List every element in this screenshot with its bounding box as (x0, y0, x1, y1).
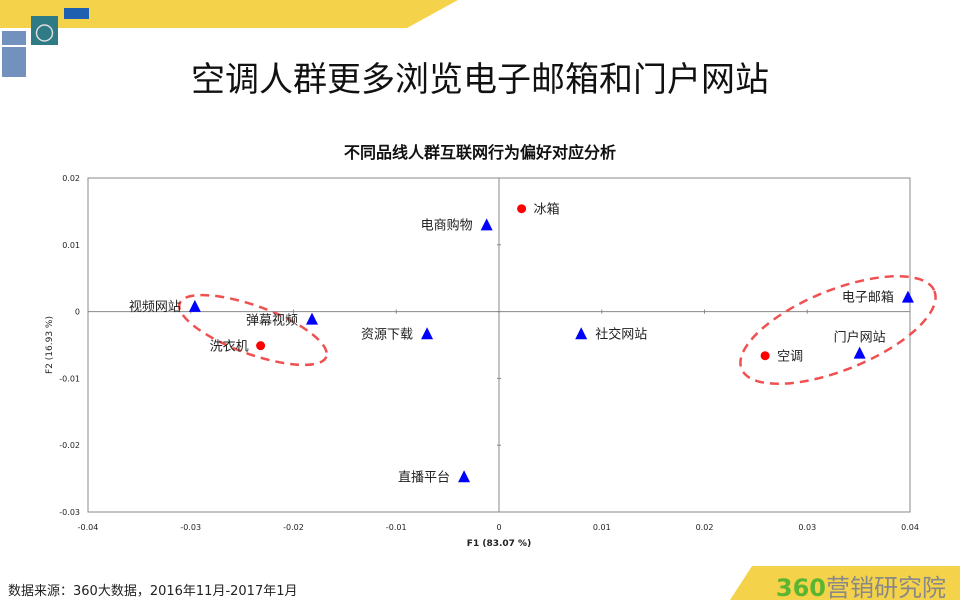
x-tick-label: -0.01 (386, 523, 407, 532)
point-label: 洗衣机 (210, 339, 249, 355)
point-label: 资源下载 (361, 327, 413, 342)
fridge-icon (2, 31, 26, 77)
point-视频网站 (188, 299, 201, 312)
washing-machine-icon (31, 16, 58, 45)
highlight-ellipse-right (739, 274, 937, 386)
top-banner (0, 0, 458, 28)
point-label: 门户网站 (834, 330, 886, 346)
point-label: 冰箱 (534, 202, 560, 218)
point-label: 空调 (777, 350, 803, 365)
y-tick-label: 0.01 (62, 241, 80, 250)
point-label: 视频网站 (129, 300, 181, 315)
y-tick-label: -0.02 (59, 441, 80, 450)
highlight-ellipse-left (177, 293, 329, 367)
point-label: 社交网站 (595, 326, 647, 342)
point-电子邮箱 (901, 290, 914, 303)
point-社交网站 (575, 327, 588, 340)
x-tick-label: 0.03 (798, 523, 816, 532)
point-洗衣机 (256, 341, 266, 351)
x-tick-label: 0.01 (593, 523, 611, 532)
point-冰箱 (517, 204, 527, 214)
x-tick-label: -0.04 (78, 523, 99, 532)
correspondence-chart: 不同品线人群互联网行为偏好对应分析 -0.04 -0.03 -0.02 -0.01 0 0.… (45, 143, 937, 549)
x-tick-label: 0 (496, 523, 501, 532)
x-axis-label: F1 (83.07 %) (467, 539, 531, 549)
chart-title: 不同品线人群互联网行为偏好对应分析 (344, 143, 616, 162)
y-tick-label: -0.03 (59, 508, 80, 517)
x-tick-label: 0.02 (696, 523, 714, 532)
y-tick-label: -0.01 (59, 374, 80, 383)
point-电商购物 (480, 218, 493, 231)
x-tick-label: 0.04 (901, 523, 919, 532)
x-tick-label: -0.02 (283, 523, 304, 532)
logo: 360营销研究院 (775, 574, 946, 602)
point-资源下载 (421, 327, 434, 340)
air-conditioner-icon (64, 8, 89, 19)
point-弹幕视频 (305, 312, 318, 325)
point-label: 电商购物 (421, 217, 473, 233)
point-label: 直播平台 (398, 470, 450, 485)
appliance-icons (2, 8, 89, 77)
page-title: 空调人群更多浏览电子邮箱和门户网站 (191, 60, 769, 100)
point-label: 弹幕视频 (246, 314, 298, 329)
data-source: 数据来源：360大数据，2016年11月-2017年1月 (8, 584, 298, 599)
point-门户网站 (853, 346, 866, 359)
logo-background (730, 566, 960, 600)
point-空调 (760, 351, 770, 361)
x-tick-label: -0.03 (180, 523, 201, 532)
point-label: 电子邮箱 (842, 290, 894, 306)
y-tick-label: 0.02 (62, 174, 80, 183)
y-axis-label: F2 (16.93 %) (45, 316, 55, 374)
point-直播平台 (458, 470, 471, 483)
y-tick-label: 0 (75, 308, 80, 317)
